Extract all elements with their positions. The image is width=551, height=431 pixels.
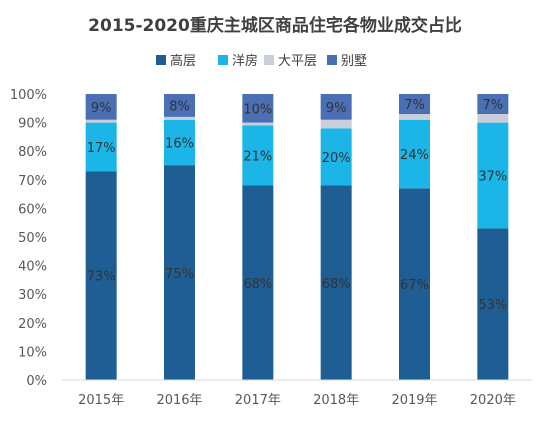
data-label-0-3: 9%	[91, 101, 112, 116]
legend-label-3: 别墅	[341, 54, 367, 69]
bar-4-2	[399, 114, 430, 120]
bar-3-0	[320, 185, 352, 380]
legend: 高层 洋房 大平层 别墅	[156, 53, 367, 69]
y-tick-label-10: 100%	[10, 88, 47, 103]
x-tick-label-5: 2020年	[470, 393, 516, 408]
data-label-1-0: 75%	[165, 267, 194, 282]
bar-0-1	[85, 122, 117, 172]
y-tick-label-2: 20%	[18, 317, 47, 332]
x-tick-label-4: 2019年	[391, 393, 437, 408]
y-tick-label-9: 90%	[18, 117, 47, 132]
bars: 73% 17% 9% 75% 16% 8% 68% 21% 10% 68% 20% 9% 67% 24% 7…	[85, 94, 509, 380]
bar-2-2	[242, 122, 274, 126]
bar-0-0	[85, 171, 117, 380]
bar-4-1	[399, 119, 430, 189]
bar-2-3	[242, 94, 274, 123]
bar-0-3	[85, 94, 117, 120]
bar-1-1	[164, 119, 195, 166]
chart-title: 2015-2020重庆主城区商品住宅各物业成交占比	[88, 15, 462, 36]
bar-3-2	[320, 119, 352, 129]
data-label-0-0: 73%	[87, 270, 116, 285]
y-tick-label-4: 40%	[18, 260, 47, 275]
bar-5-1	[477, 122, 509, 229]
legend-swatch-2	[264, 55, 274, 65]
x-tick-label-2: 2017年	[235, 393, 281, 408]
data-label-5-0: 53%	[478, 298, 507, 313]
data-label-3-0: 68%	[322, 277, 351, 292]
bar-1-0	[164, 165, 195, 380]
data-label-3-1: 20%	[322, 151, 351, 166]
bar-5-0	[477, 228, 509, 380]
data-label-1-3: 8%	[169, 99, 190, 114]
bar-5-2	[477, 114, 509, 123]
legend-label-2: 大平层	[278, 54, 317, 69]
data-label-4-1: 24%	[400, 148, 429, 163]
data-label-0-1: 17%	[87, 141, 116, 156]
data-label-5-1: 37%	[478, 170, 507, 185]
y-tick-label-8: 80%	[18, 145, 47, 160]
y-tick-label-7: 70%	[18, 174, 47, 189]
bar-4-3	[399, 94, 430, 115]
x-tick-label-0: 2015年	[78, 393, 124, 408]
legend-swatch-0	[156, 55, 166, 65]
legend-label-0: 高层	[170, 53, 196, 69]
x-axis: 2015年 2016年 2017年 2018年 2019年 2020年	[62, 379, 532, 408]
y-tick-label-5: 50%	[18, 231, 47, 246]
data-label-1-1: 16%	[165, 137, 194, 152]
bar-1-3	[164, 94, 195, 117]
y-tick-label-0: 0%	[26, 374, 47, 389]
x-tick-label-1: 2016年	[156, 393, 202, 408]
data-label-4-0: 67%	[400, 278, 429, 293]
bar-3-1	[320, 128, 352, 186]
data-label-4-3: 7%	[404, 98, 425, 113]
data-label-2-3: 10%	[243, 102, 272, 117]
data-label-5-3: 7%	[483, 98, 504, 113]
bar-1-2	[164, 116, 195, 120]
y-axis: 0% 10% 20% 30% 40% 50% 60% 70% 80% 90% 100%	[10, 88, 47, 389]
data-label-2-1: 21%	[243, 149, 272, 164]
bar-2-1	[242, 125, 274, 186]
y-tick-label-3: 30%	[18, 288, 47, 303]
y-tick-label-6: 60%	[18, 202, 47, 217]
bar-5-3	[477, 94, 509, 115]
data-label-3-3: 9%	[326, 101, 347, 116]
bar-3-3	[320, 94, 352, 120]
bar-2-0	[242, 185, 274, 380]
legend-swatch-1	[218, 55, 228, 65]
x-tick-label-3: 2018年	[313, 393, 359, 408]
y-tick-label-1: 10%	[18, 345, 47, 360]
bar-0-2	[85, 119, 117, 123]
legend-swatch-3	[327, 55, 337, 65]
legend-label-1: 洋房	[232, 53, 258, 69]
bar-4-0	[399, 188, 430, 380]
data-label-2-0: 68%	[243, 277, 272, 292]
